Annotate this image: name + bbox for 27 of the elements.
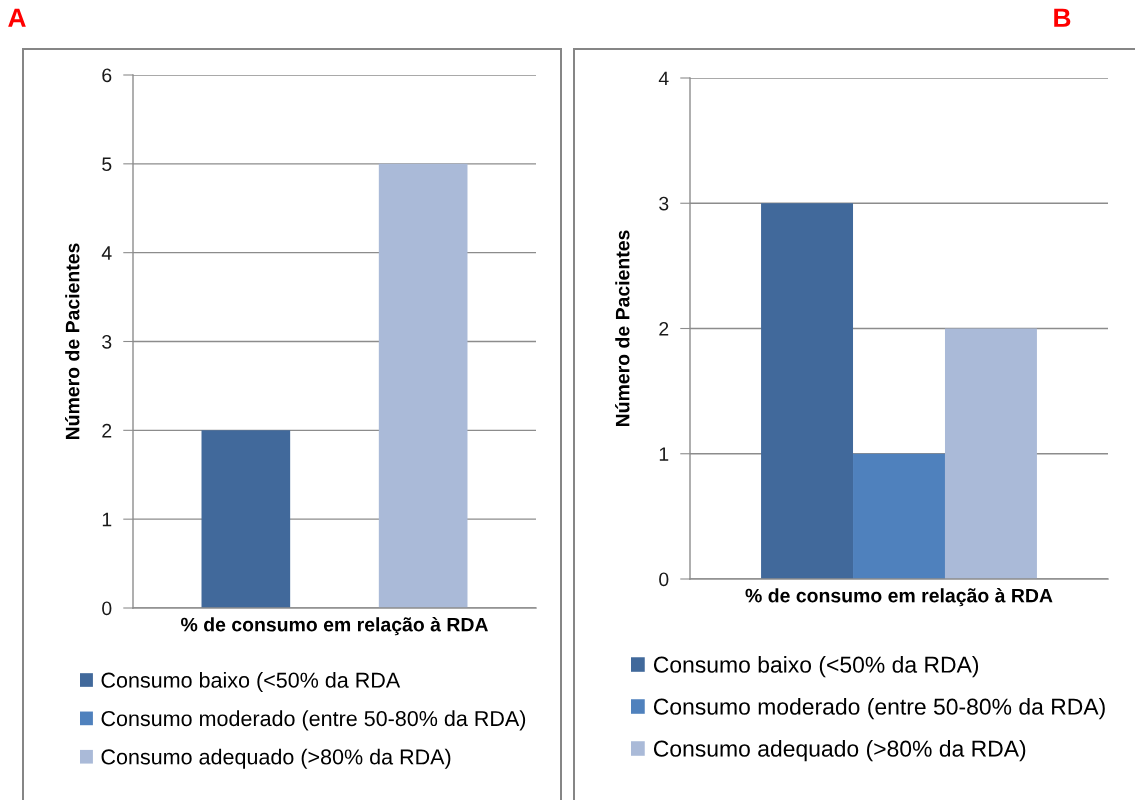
chart-title: A	[8, 8, 26, 27]
bar	[944, 328, 1037, 579]
y-tick-label: 2	[659, 321, 669, 336]
bar	[761, 203, 854, 579]
chart-title: B	[1054, 8, 1071, 27]
y-tick-label: 4	[101, 246, 112, 260]
legend-label: Consumo moderado (entre 50-80% da RDA)	[101, 710, 526, 731]
legend-label: Consumo moderado (entre 50-80% da RDA)	[653, 697, 1105, 720]
x-axis-title: % de consumo em relação à RDA	[181, 617, 488, 636]
y-tick-label: 0	[659, 572, 669, 587]
legend-label: Consumo baixo (<50% da RDA	[101, 672, 401, 693]
y-axis-title: Número de Pacientes	[65, 243, 80, 440]
legend-label: Consumo baixo (<50% da RDA)	[653, 656, 979, 678]
y-tick-label: 6	[102, 68, 112, 83]
y-tick-label: 5	[102, 157, 112, 172]
y-tick-label: 3	[102, 334, 112, 349]
x-axis-title: % de consumo em relação à RDA	[745, 588, 1053, 607]
legend-label: Consumo adequado (>80% da RDA)	[101, 748, 451, 769]
y-tick-label: 4	[658, 71, 669, 86]
y-tick-label: 2	[102, 423, 112, 438]
y-tick-label: 3	[659, 196, 669, 211]
y-axis-title: Número de Pacientes	[615, 230, 630, 427]
legend-label: Consumo adequado (>80% da RDA)	[653, 739, 1026, 762]
y-tick-label: 1	[659, 447, 669, 461]
y-tick-label: 1	[102, 512, 112, 527]
y-tick-label: 0	[102, 601, 112, 616]
bar	[853, 453, 945, 579]
